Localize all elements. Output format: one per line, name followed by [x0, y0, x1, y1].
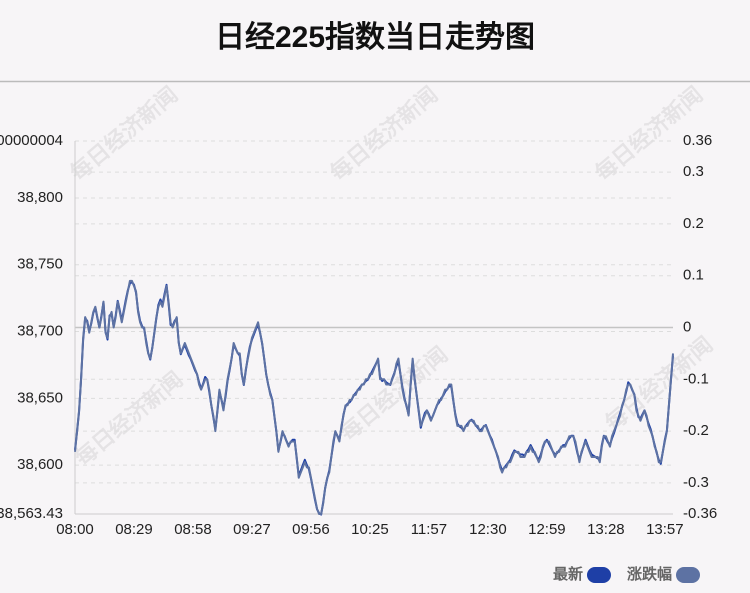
- y-tick-label: 38,750: [17, 256, 63, 273]
- legend-label: 最新: [553, 565, 583, 583]
- y2-tick-label: -0.1: [683, 370, 709, 387]
- y2-tick-label: 0.2: [683, 215, 704, 232]
- y-tick-label: 38,700: [17, 323, 63, 340]
- x-tick-label: 09:27: [233, 521, 271, 538]
- chart-title: 日经225指数当日走势图: [215, 20, 535, 54]
- x-tick-label: 12:30: [469, 521, 507, 538]
- x-tick-label: 08:29: [115, 521, 153, 538]
- x-tick-label: 12:59: [528, 521, 566, 538]
- y2-tick-label: 0.1: [683, 267, 704, 284]
- x-tick-label: 09:56: [292, 521, 330, 538]
- legend-label: 涨跌幅: [627, 565, 672, 583]
- y2-tick-label: -0.2: [683, 422, 709, 439]
- x-tick-label: 08:00: [56, 521, 94, 538]
- x-tick-label: 10:25: [351, 521, 389, 538]
- y-tick-label: 38,650: [17, 389, 63, 406]
- y-tick-label: 38,842.630000000004: [0, 132, 63, 149]
- y2-tick-label: 0.36: [683, 132, 712, 149]
- legend-swatch: [676, 567, 700, 583]
- y2-tick-label: 0: [683, 318, 691, 335]
- y2-tick-label: -0.36: [683, 505, 717, 522]
- x-tick-label: 13:28: [587, 521, 625, 538]
- x-tick-label: 11:57: [411, 521, 447, 538]
- y-tick-label: 38,800: [17, 189, 63, 206]
- line-series: [74, 279, 674, 515]
- legend-swatch: [586, 567, 611, 583]
- y2-tick-label: 0.3: [683, 163, 704, 180]
- y-tick-label: 38,600: [17, 456, 63, 473]
- y2-tick-label: -0.3: [683, 474, 709, 491]
- x-tick-label: 13:57: [646, 521, 684, 538]
- x-tick-label: 08:58: [174, 521, 212, 538]
- y-tick-label: 38,563.43: [0, 505, 63, 522]
